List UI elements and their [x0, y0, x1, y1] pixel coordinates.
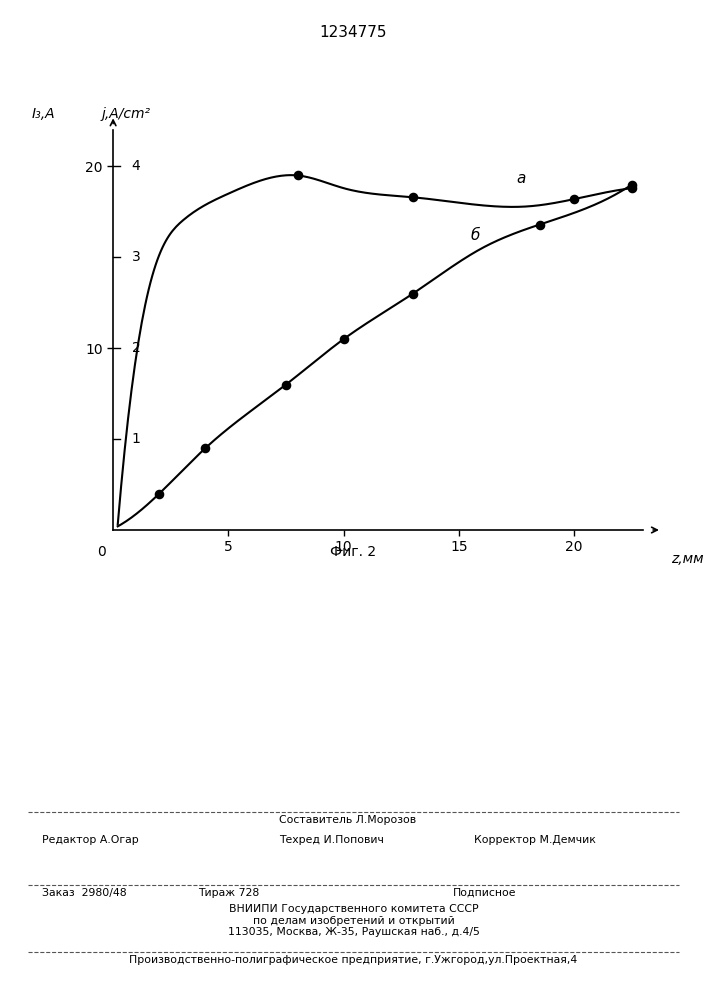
- Point: [199, 440, 211, 456]
- Text: б: б: [470, 228, 480, 243]
- Point: [407, 189, 419, 205]
- Text: ВНИИПИ Государственного комитета СССР
по делам изобретений и открытий
113035, Мо: ВНИИПИ Государственного комитета СССР по…: [228, 904, 479, 937]
- Text: 1234775: 1234775: [320, 25, 387, 40]
- Point: [281, 377, 292, 393]
- Point: [626, 180, 638, 196]
- Text: а: а: [517, 171, 526, 186]
- Text: Фиг. 2: Фиг. 2: [330, 545, 377, 559]
- Point: [407, 286, 419, 302]
- Point: [626, 177, 638, 193]
- Text: Производственно-полиграфическое предприятие, г.Ужгород,ул.Проектная,4: Производственно-полиграфическое предприя…: [129, 955, 578, 965]
- Text: 1: 1: [132, 432, 141, 446]
- Text: Подписное: Подписное: [452, 888, 516, 898]
- Point: [153, 486, 165, 502]
- Text: Редактор А.Огар: Редактор А.Огар: [42, 835, 139, 845]
- Text: z,мм: z,мм: [671, 552, 703, 566]
- Point: [338, 331, 349, 347]
- Point: [534, 217, 545, 233]
- Text: Тираж 728: Тираж 728: [198, 888, 259, 898]
- Text: 3: 3: [132, 250, 140, 264]
- Text: Корректор М.Демчик: Корректор М.Демчик: [474, 835, 595, 845]
- Point: [568, 191, 580, 207]
- Text: 0: 0: [98, 545, 106, 559]
- Text: 2: 2: [132, 341, 140, 355]
- Text: Составитель Л.Морозов: Составитель Л.Морозов: [279, 815, 416, 825]
- Text: j,A/cm²: j,A/cm²: [102, 107, 151, 121]
- Point: [292, 167, 303, 183]
- Text: Заказ  2980/48: Заказ 2980/48: [42, 888, 127, 898]
- Text: 4: 4: [132, 159, 140, 173]
- Text: I₃,A: I₃,A: [32, 107, 55, 121]
- Text: Техред И.Попович: Техред И.Попович: [279, 835, 384, 845]
